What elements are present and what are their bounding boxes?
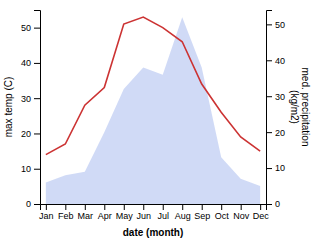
tick-mark: [124, 204, 125, 210]
tick-mark: [266, 96, 272, 97]
tick: 0: [26, 199, 40, 209]
tick: 20: [266, 128, 285, 138]
tick-mark: [104, 204, 105, 210]
tick: 50: [21, 23, 40, 33]
tick-mark: [143, 204, 144, 210]
tick-label: Jul: [157, 211, 169, 221]
tick-mark: [266, 60, 272, 61]
tick-label: Dec: [253, 211, 270, 221]
tick: 30: [21, 94, 40, 104]
tick: Aug: [175, 204, 191, 221]
tick-label: 50: [21, 23, 31, 33]
tick-label: 20: [275, 128, 285, 138]
axis-line: [34, 11, 41, 205]
tick: Mar: [78, 204, 94, 221]
tick-label: May: [116, 211, 134, 221]
tick-label: 40: [275, 56, 285, 66]
x-axis-title: date (month): [123, 227, 184, 238]
axis-line: [41, 205, 267, 211]
tick: Oct: [215, 204, 230, 221]
tick: Dec: [253, 204, 270, 221]
tick: 40: [21, 58, 40, 68]
tick-label: Nov: [233, 211, 250, 221]
tick-label: 20: [21, 129, 31, 139]
tick: 10: [21, 164, 40, 174]
tick-mark: [34, 169, 40, 170]
tick: 50: [266, 20, 285, 30]
tick-mark: [34, 63, 40, 64]
tick-mark: [65, 204, 66, 210]
tick-label: Aug: [175, 211, 191, 221]
tick-label: 40: [21, 58, 31, 68]
tick: 30: [266, 92, 285, 102]
y-axis: 0 10 20 30 40 50: [21, 11, 41, 210]
tick: Jul: [157, 204, 169, 221]
tick-mark: [34, 98, 40, 99]
tick-label: 10: [275, 163, 285, 173]
tick-label: Jun: [137, 211, 152, 221]
y-axis-title: max temp (C): [3, 77, 14, 138]
y2-axis: 0 10 20 30 40 50: [266, 11, 285, 210]
title-line: (kg/m2): [289, 90, 300, 124]
title-line: med. precipitation: [300, 68, 311, 147]
tick-mark: [34, 204, 40, 205]
x-axis: Jan Feb Mar Apr MayJun Jul AugSep OctNovDec: [39, 204, 269, 221]
tick: Apr: [98, 204, 112, 221]
tick: Sep: [194, 204, 210, 221]
tick: May: [116, 204, 134, 221]
tick-mark: [202, 204, 203, 210]
tick-label: 10: [21, 164, 31, 174]
y2-axis-title: med. precipitation(kg/m2): [289, 68, 311, 147]
tick-label: 0: [275, 199, 280, 209]
tick-label: Oct: [215, 211, 230, 221]
tick-label: Feb: [58, 211, 74, 221]
temperature-line: [46, 17, 260, 155]
tick-label: 0: [26, 199, 31, 209]
tick-label: 30: [21, 94, 31, 104]
plot-area: Jan Feb Mar Apr MayJun Jul AugSep OctNovDec 0 10 2…: [21, 11, 285, 222]
tick: 10: [266, 163, 285, 173]
marks: [46, 17, 260, 204]
tick-mark: [163, 204, 164, 210]
tick-mark: [266, 24, 272, 25]
tick: Jun: [137, 204, 152, 221]
tick-label: 50: [275, 20, 285, 30]
tick-label: 30: [275, 92, 285, 102]
precipitation-area: [46, 17, 260, 204]
tick-mark: [85, 204, 86, 210]
tick-label: Sep: [194, 211, 210, 221]
tick-mark: [182, 204, 183, 210]
tick-mark: [266, 132, 272, 133]
tick-mark: [221, 204, 222, 210]
tick-label: Jan: [39, 211, 54, 221]
tick: 20: [21, 129, 40, 139]
tick-mark: [241, 204, 242, 210]
tick: Nov: [233, 204, 250, 221]
tick: Feb: [58, 204, 74, 221]
tick-mark: [46, 204, 47, 210]
tick: 40: [266, 56, 285, 66]
tick-label: Apr: [98, 211, 112, 221]
tick-mark: [266, 204, 272, 205]
tick-mark: [34, 28, 40, 29]
chart: Jan Feb Mar Apr MayJun Jul AugSep OctNovDec 0 10 2…: [0, 0, 318, 242]
tick-mark: [34, 133, 40, 134]
tick: Jan: [39, 204, 54, 221]
tick-label: Mar: [78, 211, 94, 221]
tick-mark: [260, 204, 261, 210]
tick: 0: [266, 199, 280, 209]
tick-mark: [266, 168, 272, 169]
axis-line: [267, 11, 273, 205]
